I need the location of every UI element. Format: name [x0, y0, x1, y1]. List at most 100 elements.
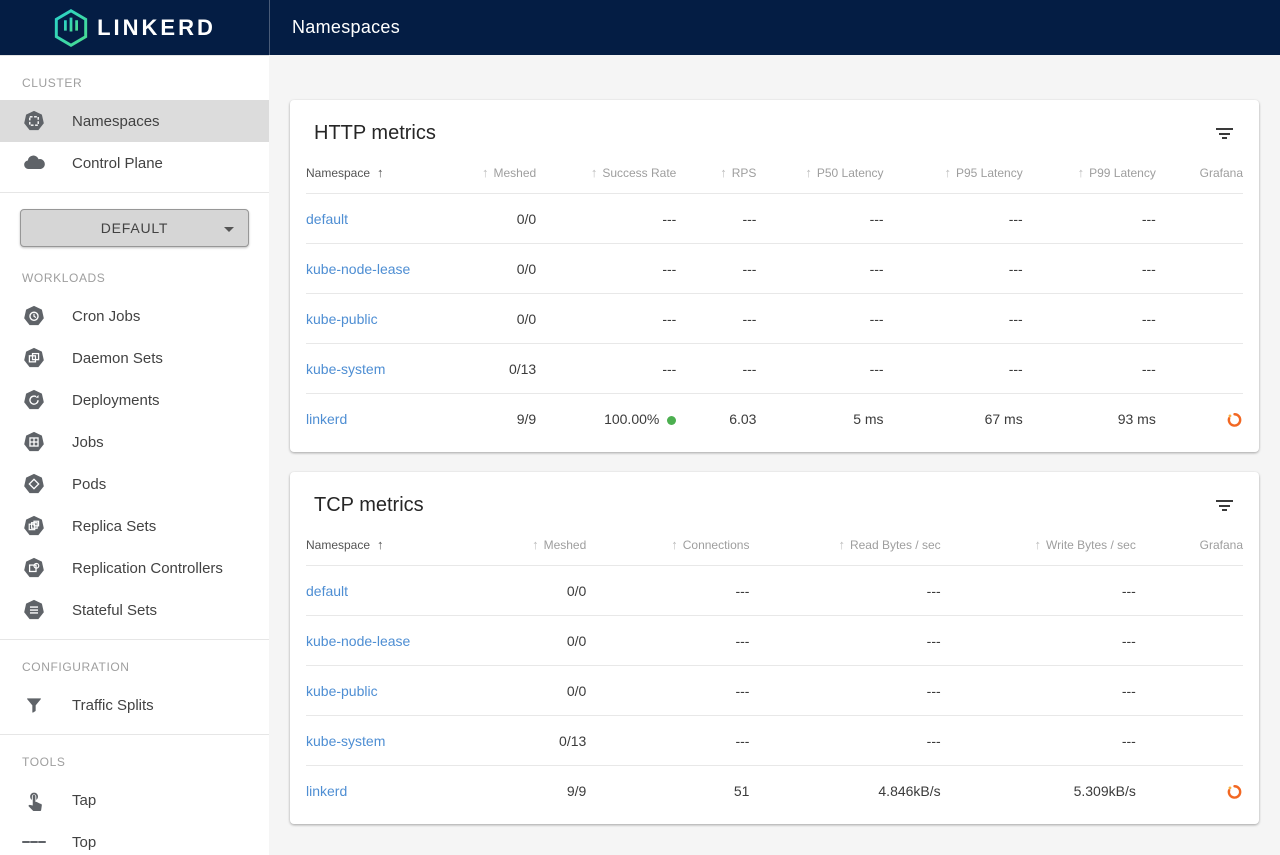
namespace-link[interactable]: kube-system [306, 360, 386, 377]
metric-cell [1135, 565, 1243, 616]
sidebar-item-stateful-sets[interactable]: Stateful Sets [0, 589, 269, 631]
filter-list-icon[interactable] [1214, 123, 1235, 143]
namespace-link[interactable]: default [306, 210, 349, 227]
metric-cell: 9/9 [486, 765, 587, 816]
traffic-splits-icon [22, 693, 46, 717]
namespace-cell: kube-node-lease [306, 243, 467, 294]
http-metrics-card: HTTP metrics Namespace ↑ ↑ Meshed ↑ Success… [290, 100, 1259, 452]
linkerd-logo[interactable]: LINKERD [0, 0, 269, 55]
metric-cell: --- [749, 715, 941, 766]
success-dot [667, 416, 677, 425]
namespace-link[interactable]: kube-public [306, 682, 378, 699]
column-header-namespace[interactable]: Namespace ↑ [306, 165, 384, 180]
sidebar-item-label: Top [72, 833, 97, 851]
namespace-link[interactable]: kube-public [306, 310, 378, 327]
column-header-success-rate[interactable]: ↑ Success Rate [590, 165, 677, 180]
brand-text: LINKERD [97, 14, 216, 40]
metric-cell: --- [940, 565, 1136, 616]
metric-cell: --- [940, 665, 1136, 716]
column-header-p99[interactable]: ↑ P99 Latency [1077, 165, 1156, 180]
deployments-icon [22, 388, 46, 412]
metric-cell: 67 ms [883, 393, 1023, 444]
cloud-icon [22, 151, 46, 175]
tap-icon [22, 788, 46, 812]
sort-asc-icon: ↑ [944, 165, 951, 180]
metric-cell: --- [756, 293, 884, 344]
metric-cell [1155, 343, 1243, 394]
grafana-icon[interactable] [1226, 411, 1243, 428]
metric-cell: --- [676, 343, 757, 394]
sidebar-item-label: Daemon Sets [72, 349, 163, 367]
column-header-p50[interactable]: ↑ P50 Latency [805, 165, 884, 180]
metric-cell: 0/0 [486, 565, 587, 616]
sidebar-item-deployments[interactable]: Deployments [0, 379, 269, 421]
metric-cell: --- [1022, 243, 1156, 294]
sidebar-item-replication-controllers[interactable]: Replication Controllers [0, 547, 269, 589]
metric-cell [1135, 615, 1243, 666]
sort-asc-icon: ↑ [377, 165, 384, 180]
metric-cell: --- [536, 193, 677, 244]
table-row: linkerd 9/9 51 4.846kB/s 5.309kB/s [306, 765, 1243, 816]
sidebar-item-pods[interactable]: Pods [0, 463, 269, 505]
sidebar-item-label: Tap [72, 791, 97, 809]
namespace-link[interactable]: linkerd [306, 411, 348, 427]
http-metrics-title: HTTP metrics [314, 122, 436, 144]
sidebar-item-label: Cron Jobs [72, 307, 141, 325]
sort-asc-icon: ↑ [1034, 537, 1042, 552]
metric-cell: 0/13 [466, 343, 537, 394]
namespace-link[interactable]: kube-node-lease [306, 632, 411, 649]
top-icon [22, 830, 46, 854]
section-label-cluster: CLUSTER [22, 76, 83, 90]
sidebar-item-replica-sets[interactable]: Replica Sets [0, 505, 269, 547]
column-header-read-bytes[interactable]: ↑ Read Bytes / sec [838, 537, 941, 552]
sidebar-item-tap[interactable]: Tap [0, 779, 269, 821]
column-header-rps[interactable]: ↑ RPS [720, 165, 757, 180]
metric-cell: 100.00% [536, 393, 677, 444]
sidebar-item-label: Deployments [72, 391, 160, 409]
sidebar-item-label: Stateful Sets [72, 601, 158, 619]
metric-cell: 5.309kB/s [940, 765, 1136, 816]
namespace-link[interactable]: kube-node-lease [306, 260, 411, 277]
replicasets-icon [22, 514, 46, 538]
namespace-link[interactable]: linkerd [306, 783, 348, 799]
sort-asc-icon: ↑ [482, 165, 489, 180]
namespace-link[interactable]: kube-system [306, 732, 386, 749]
column-header-connections[interactable]: ↑ Connections [671, 537, 750, 552]
column-header-meshed[interactable]: ↑ Meshed [532, 537, 587, 552]
table-row: kube-public 0/0 --- --- --- [306, 665, 1243, 716]
sidebar-item-jobs[interactable]: Jobs [0, 421, 269, 463]
grafana-icon[interactable] [1226, 783, 1243, 800]
sidebar-item-namespaces[interactable]: Namespaces [0, 100, 269, 142]
namespace-link[interactable]: default [306, 582, 349, 599]
jobs-icon [22, 430, 46, 454]
main-content: HTTP metrics Namespace ↑ ↑ Meshed ↑ Success… [269, 55, 1280, 824]
metric-cell: --- [749, 565, 941, 616]
column-header-p95[interactable]: ↑ P95 Latency [944, 165, 1023, 180]
metric-cell: 0/0 [466, 193, 537, 244]
sidebar-item-cron-jobs[interactable]: Cron Jobs [0, 295, 269, 337]
filter-list-icon[interactable] [1214, 495, 1235, 515]
metric-cell: --- [749, 665, 941, 716]
sort-asc-icon: ↑ [720, 165, 727, 180]
column-header-meshed[interactable]: ↑ Meshed [482, 165, 537, 180]
tcp-metrics-title: TCP metrics [314, 494, 424, 516]
divider [0, 639, 269, 640]
sidebar-item-top[interactable]: Top [0, 821, 269, 855]
daemonsets-icon [22, 346, 46, 370]
metric-cell: --- [586, 565, 750, 616]
sort-asc-icon: ↑ [671, 537, 678, 552]
metric-cell [1135, 665, 1243, 716]
sidebar-item-traffic-splits[interactable]: Traffic Splits [0, 684, 269, 726]
metric-cell: 0/0 [486, 665, 587, 716]
sidebar-item-daemon-sets[interactable]: Daemon Sets [0, 337, 269, 379]
metric-cell: --- [756, 343, 884, 394]
metric-cell [1135, 715, 1243, 766]
metric-cell: 6.03 [676, 393, 757, 444]
namespace-context-selector[interactable]: DEFAULT [20, 209, 249, 247]
sidebar-item-control-plane[interactable]: Control Plane [0, 142, 269, 184]
column-header-grafana: Grafana [1199, 165, 1243, 180]
metric-cell: --- [1022, 193, 1156, 244]
table-row: kube-node-lease 0/0 --- --- --- [306, 615, 1243, 666]
column-header-namespace[interactable]: Namespace ↑ [306, 537, 384, 552]
column-header-write-bytes[interactable]: ↑ Write Bytes / sec [1034, 537, 1136, 552]
